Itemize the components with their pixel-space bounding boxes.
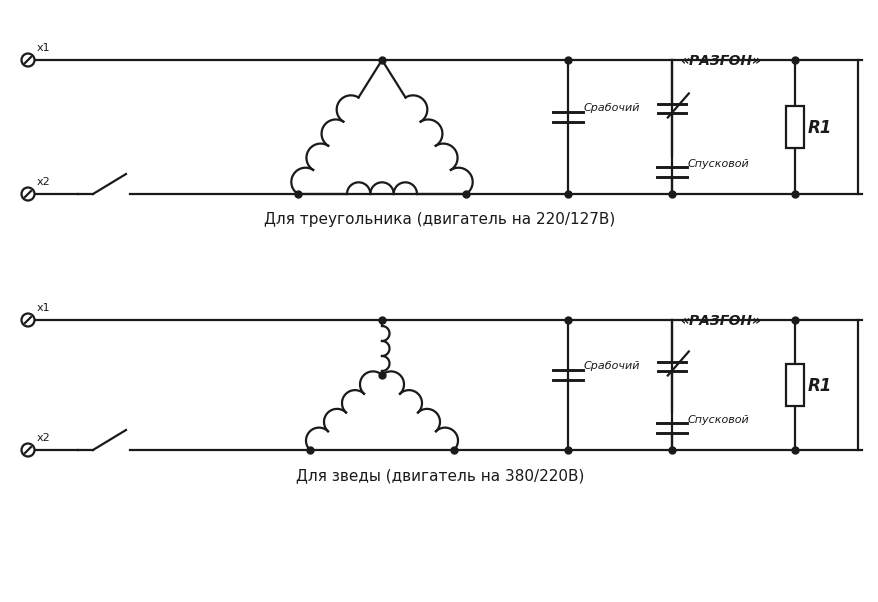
Text: Спусковой: Спусковой xyxy=(687,415,749,425)
Bar xyxy=(785,106,803,148)
Text: «РАЗГОН»: «РАЗГОН» xyxy=(680,54,760,68)
Circle shape xyxy=(21,187,34,200)
Circle shape xyxy=(21,444,34,456)
Text: Спусковой: Спусковой xyxy=(687,159,749,169)
Text: Срабочий: Срабочий xyxy=(583,361,640,371)
Text: Срабочий: Срабочий xyxy=(583,103,640,113)
Text: х2: х2 xyxy=(37,177,51,187)
Text: Для зведы (двигатель на 380/220В): Для зведы (двигатель на 380/220В) xyxy=(296,468,584,483)
Bar xyxy=(785,364,803,406)
Text: х2: х2 xyxy=(37,433,51,443)
Text: R1: R1 xyxy=(807,119,831,137)
Circle shape xyxy=(21,54,34,66)
Text: х1: х1 xyxy=(37,43,51,53)
Text: «РАЗГОН»: «РАЗГОН» xyxy=(680,314,760,328)
Circle shape xyxy=(21,314,34,326)
Text: х1: х1 xyxy=(37,303,51,313)
Text: R1: R1 xyxy=(807,377,831,395)
Text: Для треугольника (двигатель на 220/127В): Для треугольника (двигатель на 220/127В) xyxy=(264,212,615,227)
